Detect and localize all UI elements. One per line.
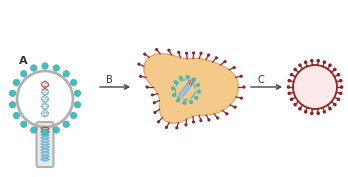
Circle shape	[207, 53, 210, 57]
Circle shape	[70, 79, 77, 86]
Circle shape	[333, 103, 337, 106]
Circle shape	[185, 52, 188, 55]
Text: A: A	[19, 56, 27, 66]
Circle shape	[151, 93, 154, 96]
Circle shape	[290, 98, 293, 101]
FancyBboxPatch shape	[37, 122, 54, 167]
Circle shape	[304, 60, 307, 64]
Circle shape	[310, 112, 314, 115]
Circle shape	[171, 87, 175, 90]
Circle shape	[21, 121, 27, 127]
Circle shape	[189, 100, 193, 104]
Circle shape	[9, 102, 16, 108]
Circle shape	[31, 127, 37, 133]
Circle shape	[196, 83, 200, 87]
Circle shape	[293, 68, 297, 71]
Circle shape	[337, 73, 340, 76]
Circle shape	[153, 111, 157, 114]
Circle shape	[172, 93, 176, 97]
Circle shape	[240, 96, 243, 100]
Circle shape	[339, 79, 342, 82]
Circle shape	[153, 101, 156, 104]
Circle shape	[137, 62, 141, 66]
Circle shape	[328, 107, 332, 111]
Circle shape	[192, 120, 195, 124]
Circle shape	[13, 112, 19, 119]
Circle shape	[323, 60, 326, 64]
Circle shape	[183, 101, 186, 105]
Polygon shape	[144, 54, 238, 123]
Circle shape	[298, 107, 302, 111]
Circle shape	[339, 92, 342, 95]
Circle shape	[323, 110, 326, 114]
Circle shape	[199, 52, 203, 55]
Circle shape	[63, 121, 69, 127]
Circle shape	[298, 63, 302, 67]
Circle shape	[207, 118, 211, 121]
Circle shape	[186, 75, 189, 79]
Circle shape	[74, 102, 81, 108]
Circle shape	[53, 127, 60, 133]
Circle shape	[199, 119, 203, 122]
Circle shape	[63, 70, 69, 77]
Circle shape	[293, 65, 337, 109]
Text: C: C	[258, 75, 265, 85]
Circle shape	[240, 75, 243, 78]
Circle shape	[74, 90, 81, 96]
Circle shape	[232, 66, 236, 69]
Circle shape	[31, 65, 37, 71]
Circle shape	[192, 78, 196, 81]
Circle shape	[184, 123, 188, 127]
Circle shape	[225, 112, 229, 115]
Circle shape	[192, 51, 195, 55]
Circle shape	[242, 85, 246, 89]
Circle shape	[139, 75, 142, 78]
Circle shape	[42, 129, 48, 135]
Circle shape	[310, 59, 314, 62]
Circle shape	[70, 112, 77, 119]
Circle shape	[215, 56, 218, 59]
Circle shape	[155, 48, 158, 51]
Circle shape	[316, 112, 320, 115]
Polygon shape	[179, 79, 195, 98]
Circle shape	[53, 65, 60, 71]
Circle shape	[195, 96, 198, 100]
Circle shape	[304, 110, 307, 114]
Circle shape	[174, 80, 177, 84]
Circle shape	[13, 79, 19, 86]
Circle shape	[340, 85, 343, 89]
Circle shape	[179, 76, 183, 80]
Circle shape	[293, 103, 297, 106]
Circle shape	[287, 85, 290, 89]
Circle shape	[287, 92, 291, 95]
Circle shape	[176, 99, 180, 102]
Circle shape	[234, 106, 237, 109]
Circle shape	[177, 51, 180, 54]
Circle shape	[328, 63, 332, 67]
Circle shape	[143, 53, 147, 56]
Circle shape	[165, 126, 168, 129]
Circle shape	[223, 60, 227, 63]
Circle shape	[197, 90, 201, 93]
Circle shape	[42, 63, 48, 69]
Circle shape	[157, 120, 160, 123]
Circle shape	[9, 90, 16, 96]
Circle shape	[175, 126, 178, 129]
Circle shape	[290, 73, 293, 76]
Circle shape	[287, 79, 291, 82]
Circle shape	[21, 70, 27, 77]
Text: B: B	[106, 75, 113, 85]
Circle shape	[337, 98, 340, 101]
Circle shape	[167, 49, 171, 52]
Circle shape	[145, 85, 149, 89]
Circle shape	[333, 68, 337, 71]
Circle shape	[316, 59, 320, 62]
Circle shape	[216, 116, 219, 120]
